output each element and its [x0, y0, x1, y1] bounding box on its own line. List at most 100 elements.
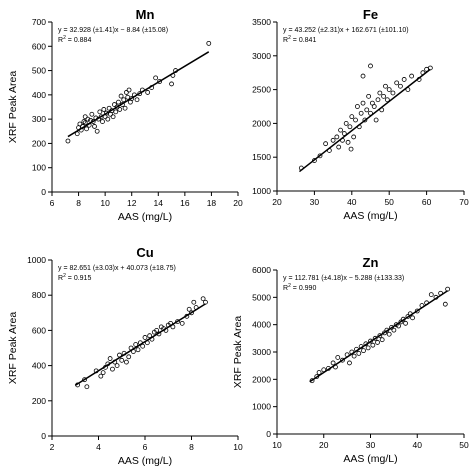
data-point — [379, 337, 385, 343]
y-tick-label: 3500 — [252, 17, 271, 27]
data-point — [121, 350, 127, 356]
data-point — [130, 349, 136, 354]
chart-panel-fe: 20 30 40 50 60 70 1000 1500 2000 2500 3000 3500 Fe AA… — [252, 7, 469, 222]
data-point — [193, 305, 199, 310]
data-point — [120, 102, 125, 107]
data-point — [298, 165, 304, 171]
data-point — [122, 105, 128, 111]
data-point — [145, 90, 151, 95]
y-axis-label: XRF Peak Area — [232, 316, 244, 389]
y-tick-label: 1000 — [252, 186, 271, 196]
data-point — [135, 347, 141, 353]
data-point — [333, 364, 338, 370]
data-point — [403, 320, 408, 326]
data-point — [206, 40, 212, 46]
data-point — [82, 114, 88, 120]
x-tick-label: 10 — [100, 198, 110, 208]
y-tick-label: 1000 — [252, 402, 271, 412]
x-tick-label: 8 — [76, 198, 81, 208]
data-point — [368, 338, 373, 344]
y-tick-label: 2000 — [252, 118, 271, 128]
data-point — [338, 127, 343, 133]
data-point — [383, 83, 388, 89]
data-point — [370, 342, 376, 348]
data-point — [375, 340, 380, 345]
y-tick-label: 300 — [32, 114, 46, 124]
data-point — [110, 366, 115, 372]
data-point — [394, 80, 400, 86]
data-point — [424, 300, 430, 306]
x-tick-label: 40 — [347, 197, 357, 207]
data-point — [409, 73, 415, 79]
data-point — [419, 303, 425, 308]
data-point — [168, 320, 173, 326]
data-point — [149, 336, 155, 342]
data-point — [175, 319, 180, 325]
data-point — [347, 124, 353, 130]
data-point — [126, 87, 132, 93]
data-point — [97, 109, 103, 115]
r-squared-value: = 0.990 — [291, 285, 317, 292]
data-point — [384, 97, 390, 103]
data-point — [129, 96, 135, 101]
x-tick-label: 30 — [310, 197, 320, 207]
x-axis-label: AAS (mg/L) — [118, 211, 172, 223]
data-point — [77, 121, 83, 127]
data-point — [101, 107, 107, 112]
data-point — [100, 370, 106, 376]
data-point — [114, 363, 120, 369]
data-point — [351, 353, 357, 359]
data-point — [368, 63, 373, 69]
y-tick-label: 2500 — [252, 85, 271, 95]
x-tick-label: 10 — [272, 440, 282, 450]
y-axis-label: XRF Peak Area — [7, 312, 19, 385]
data-point — [203, 299, 208, 305]
x-axis-label: AAS (mg/L) — [343, 210, 397, 222]
data-point — [391, 327, 397, 333]
data-point — [349, 114, 355, 120]
data-point — [128, 345, 134, 351]
r-squared-symbol: R — [58, 37, 63, 44]
data-point — [90, 119, 96, 124]
data-point — [379, 107, 385, 113]
y-tick-label: 3000 — [252, 51, 271, 61]
data-point — [330, 360, 336, 366]
data-point — [124, 359, 129, 365]
data-point — [86, 122, 92, 128]
data-point — [353, 117, 358, 123]
data-point — [112, 102, 117, 107]
y-tick-label: 4000 — [252, 320, 271, 330]
x-axis-label: AAS (mg/L) — [343, 453, 397, 465]
data-point — [410, 315, 415, 321]
y-tick-label: 0 — [41, 187, 46, 197]
data-point — [88, 117, 93, 123]
data-point — [420, 70, 426, 76]
r-squared: R2 = 0.884 — [58, 35, 91, 44]
r-squared-symbol: R — [283, 37, 288, 44]
y-tick-label: 800 — [32, 290, 46, 300]
data-point — [396, 323, 401, 329]
data-point — [365, 345, 371, 351]
data-point — [96, 116, 101, 122]
data-point — [100, 119, 105, 124]
data-point — [340, 137, 345, 143]
r-squared-exponent: 2 — [63, 273, 66, 279]
data-point — [427, 65, 433, 71]
r-squared: R2 = 0.915 — [58, 273, 91, 282]
data-point — [134, 97, 140, 103]
r-squared-exponent: 2 — [288, 283, 291, 289]
data-point — [372, 335, 378, 341]
data-point — [351, 134, 357, 140]
y-axis-label: XRF Peak Area — [7, 71, 19, 144]
data-point — [416, 77, 422, 82]
data-point — [360, 73, 366, 79]
data-point — [144, 340, 150, 346]
data-point — [334, 134, 340, 140]
data-point — [340, 357, 345, 363]
regression-equation: y = 43.252 (±2.31)x + 162.671 (±101.10) — [283, 27, 409, 34]
x-tick-label: 18 — [207, 198, 217, 208]
data-point — [438, 290, 444, 296]
data-point — [363, 341, 369, 347]
